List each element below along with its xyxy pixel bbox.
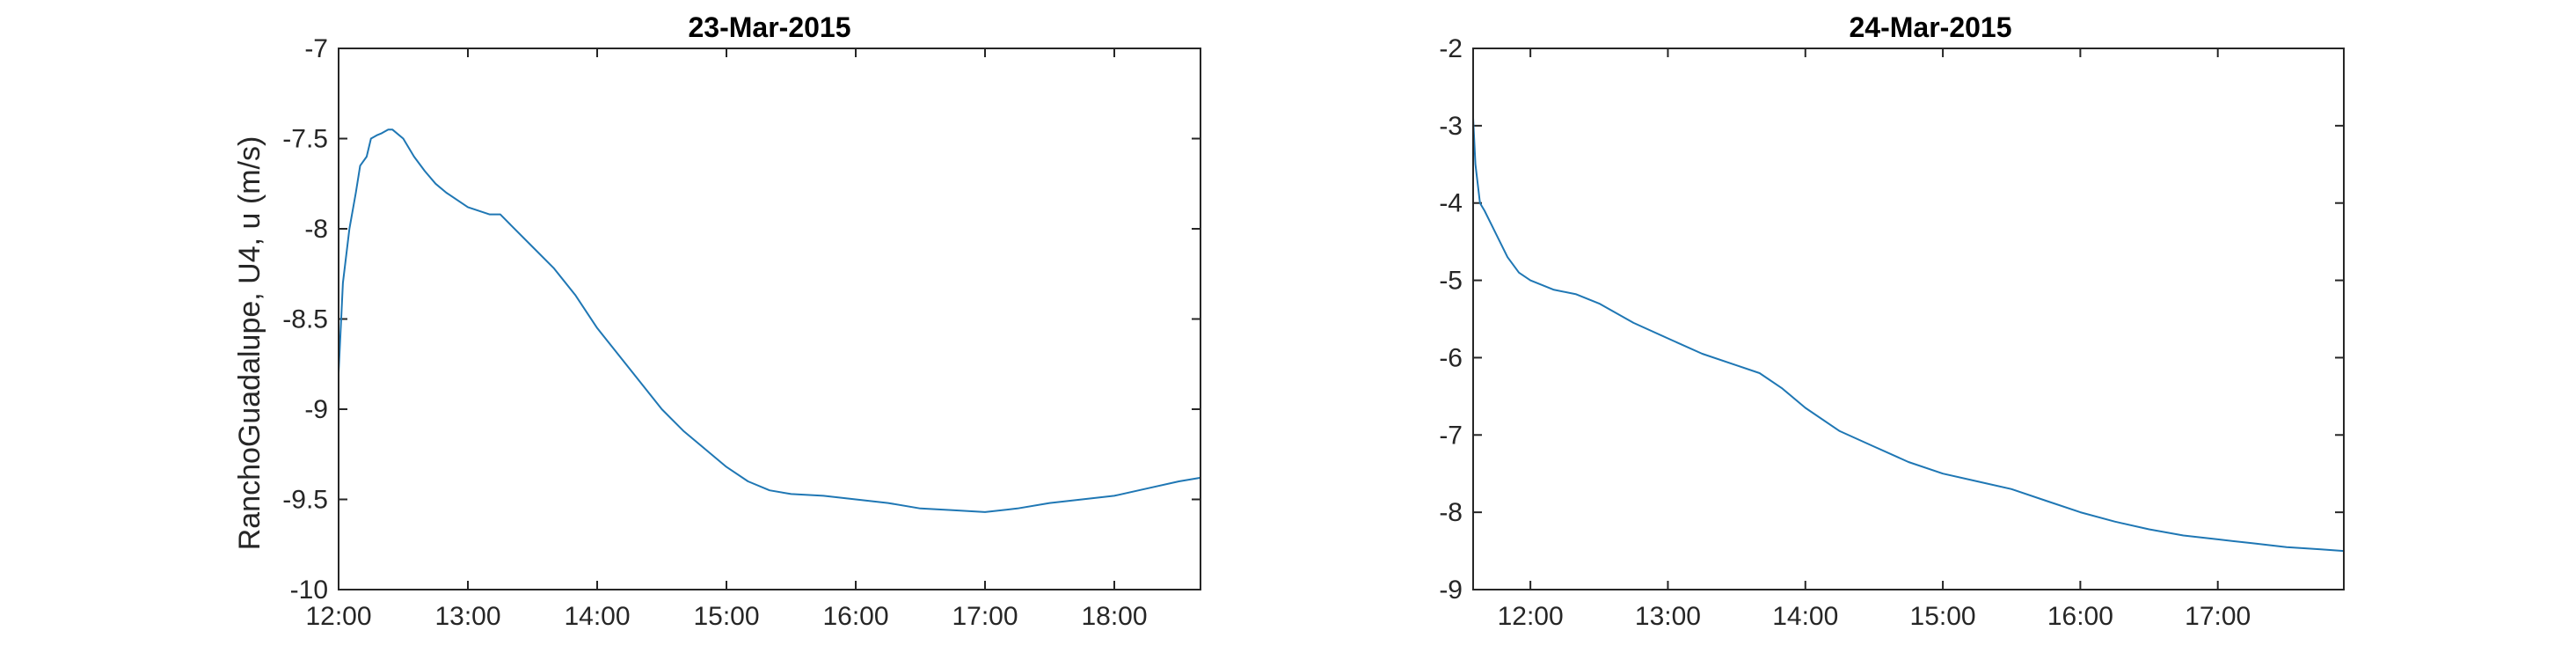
x-tick-label: 12:00 bbox=[1498, 602, 1564, 631]
y-tick-label: -4 bbox=[1439, 189, 1463, 218]
x-tick-label: 12:00 bbox=[305, 602, 371, 631]
y-tick-label: -9 bbox=[304, 395, 328, 424]
axis-ticks: 12:00 13:00 14:00 15:00 16:00 17:00 -2 -3 -4 -5 -6… bbox=[1439, 34, 2344, 631]
axes-frame bbox=[1472, 48, 2345, 590]
y-axis-label: RanchoGuadalupe, U4, u (m/s) bbox=[233, 136, 266, 551]
x-tick-label: 15:00 bbox=[1910, 602, 1976, 631]
y-tick-label: -3 bbox=[1439, 112, 1463, 141]
plot-title: 24-Mar-2015 bbox=[1850, 11, 2012, 43]
series-line bbox=[338, 128, 1201, 513]
series-line bbox=[1472, 118, 2345, 553]
axis-ticks: 12:00 13:00 14:00 15:00 16:00 17:00 18:00 -7 -7.… bbox=[282, 34, 1200, 631]
y-tick-label: -10 bbox=[290, 576, 328, 605]
x-tick-label: 16:00 bbox=[2047, 602, 2113, 631]
y-tick-label: -7 bbox=[304, 34, 328, 63]
x-tick-label: 14:00 bbox=[1772, 602, 1838, 631]
y-tick-label: -5 bbox=[1439, 267, 1463, 296]
x-tick-label: 17:00 bbox=[2185, 602, 2251, 631]
y-tick-label: -9 bbox=[1439, 576, 1463, 605]
y-tick-label: -8 bbox=[304, 215, 328, 244]
y-tick-label: -2 bbox=[1439, 34, 1463, 63]
x-tick-label: 18:00 bbox=[1081, 602, 1147, 631]
y-tick-label: -8.5 bbox=[282, 305, 328, 334]
y-tick-label: -7.5 bbox=[282, 125, 328, 154]
plot-title: 23-Mar-2015 bbox=[689, 11, 851, 43]
axes-frame bbox=[338, 48, 1201, 590]
x-tick-label: 16:00 bbox=[822, 602, 888, 631]
y-tick-label: -6 bbox=[1439, 343, 1463, 372]
x-tick-label: 13:00 bbox=[434, 602, 500, 631]
x-tick-label: 14:00 bbox=[564, 602, 630, 631]
y-tick-label: -8 bbox=[1439, 498, 1463, 527]
y-tick-label: -9.5 bbox=[282, 486, 328, 515]
x-tick-label: 15:00 bbox=[693, 602, 759, 631]
x-tick-label: 13:00 bbox=[1635, 602, 1701, 631]
left-subplot: 23-Mar-2015 RanchoGuadalupe, U4, u (m/s)… bbox=[233, 11, 1201, 631]
x-tick-label: 17:00 bbox=[952, 602, 1018, 631]
y-tick-label: -7 bbox=[1439, 421, 1463, 450]
right-subplot: 24-Mar-2015 12:00 13:00 14:00 15:00 16:00 17:… bbox=[1439, 11, 2345, 631]
